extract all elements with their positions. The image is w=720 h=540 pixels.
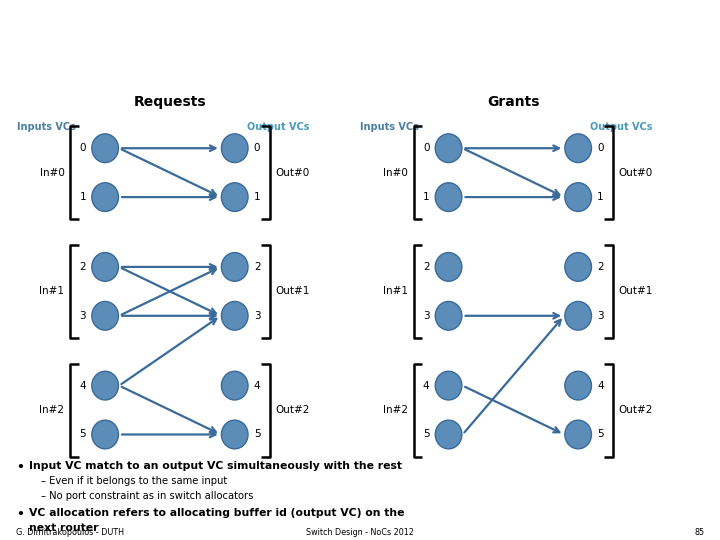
Text: In#1: In#1 — [383, 286, 408, 296]
Circle shape — [565, 183, 592, 212]
Circle shape — [222, 301, 248, 330]
Text: In#0: In#0 — [383, 167, 408, 178]
Text: G. Dimitrakopoulos - DUTH: G. Dimitrakopoulos - DUTH — [16, 528, 124, 537]
Text: 2: 2 — [79, 262, 86, 272]
Circle shape — [435, 183, 462, 212]
Text: 4: 4 — [598, 381, 604, 390]
Text: 5: 5 — [254, 429, 261, 440]
Text: 1: 1 — [79, 192, 86, 202]
Text: 5: 5 — [423, 429, 430, 440]
Circle shape — [222, 183, 248, 212]
Text: 4: 4 — [79, 381, 86, 390]
Circle shape — [435, 301, 462, 330]
Circle shape — [92, 134, 118, 163]
Text: Output VCs: Output VCs — [590, 122, 652, 132]
Text: •: • — [16, 461, 24, 474]
Text: VC allocation refers to allocating buffer id (output VC) on the: VC allocation refers to allocating buffe… — [29, 508, 405, 518]
Circle shape — [92, 183, 118, 212]
Circle shape — [565, 420, 592, 449]
Text: Out#1: Out#1 — [276, 286, 310, 296]
Text: – Even if it belongs to the same input: – Even if it belongs to the same input — [41, 476, 228, 486]
Text: 3: 3 — [79, 311, 86, 321]
Circle shape — [435, 372, 462, 400]
Text: Out#0: Out#0 — [619, 167, 653, 178]
Circle shape — [565, 134, 592, 163]
Text: 2: 2 — [598, 262, 604, 272]
Text: Out#2: Out#2 — [619, 405, 653, 415]
Circle shape — [222, 134, 248, 163]
Text: Inputs VCs: Inputs VCs — [360, 122, 419, 132]
Text: 1: 1 — [423, 192, 430, 202]
Circle shape — [222, 253, 248, 281]
Circle shape — [92, 420, 118, 449]
Text: In#2: In#2 — [383, 405, 408, 415]
Text: 4: 4 — [254, 381, 261, 390]
Text: In#0: In#0 — [40, 167, 65, 178]
Circle shape — [92, 372, 118, 400]
Circle shape — [435, 253, 462, 281]
Text: Out#1: Out#1 — [619, 286, 653, 296]
Text: 5: 5 — [79, 429, 86, 440]
Text: Grants: Grants — [487, 94, 539, 109]
Circle shape — [435, 420, 462, 449]
Text: 1: 1 — [254, 192, 261, 202]
Text: 3: 3 — [254, 311, 261, 321]
Text: In#2: In#2 — [40, 405, 65, 415]
Text: 0: 0 — [598, 143, 604, 153]
Text: Requests: Requests — [134, 94, 206, 109]
Circle shape — [565, 301, 592, 330]
Text: 3: 3 — [423, 311, 430, 321]
Text: – No port constraint as in switch allocators: – No port constraint as in switch alloca… — [41, 491, 253, 501]
Text: Out#2: Out#2 — [276, 405, 310, 415]
Text: 85: 85 — [694, 528, 704, 537]
Text: 0: 0 — [254, 143, 261, 153]
Text: Input VC match to an output VC simultaneously with the rest: Input VC match to an output VC simultane… — [29, 461, 402, 471]
Circle shape — [435, 134, 462, 163]
Text: 3: 3 — [598, 311, 604, 321]
Circle shape — [92, 253, 118, 281]
Text: •: • — [16, 508, 24, 521]
Circle shape — [222, 420, 248, 449]
Text: Out#0: Out#0 — [276, 167, 310, 178]
Text: Inputs VCs: Inputs VCs — [17, 122, 76, 132]
Text: In#1: In#1 — [40, 286, 65, 296]
Text: 2: 2 — [423, 262, 430, 272]
Text: 0: 0 — [79, 143, 86, 153]
Text: next router: next router — [29, 523, 99, 533]
Text: 0: 0 — [423, 143, 430, 153]
Text: Switch Design - NoCs 2012: Switch Design - NoCs 2012 — [306, 528, 414, 537]
Circle shape — [565, 372, 592, 400]
Circle shape — [92, 301, 118, 330]
Text: Output VCs: Output VCs — [247, 122, 309, 132]
Circle shape — [222, 372, 248, 400]
Circle shape — [565, 253, 592, 281]
Text: 2: 2 — [254, 262, 261, 272]
Text: VC allocation example: VC allocation example — [13, 25, 361, 53]
Text: 1: 1 — [598, 192, 604, 202]
Text: 4: 4 — [423, 381, 430, 390]
Text: 5: 5 — [598, 429, 604, 440]
